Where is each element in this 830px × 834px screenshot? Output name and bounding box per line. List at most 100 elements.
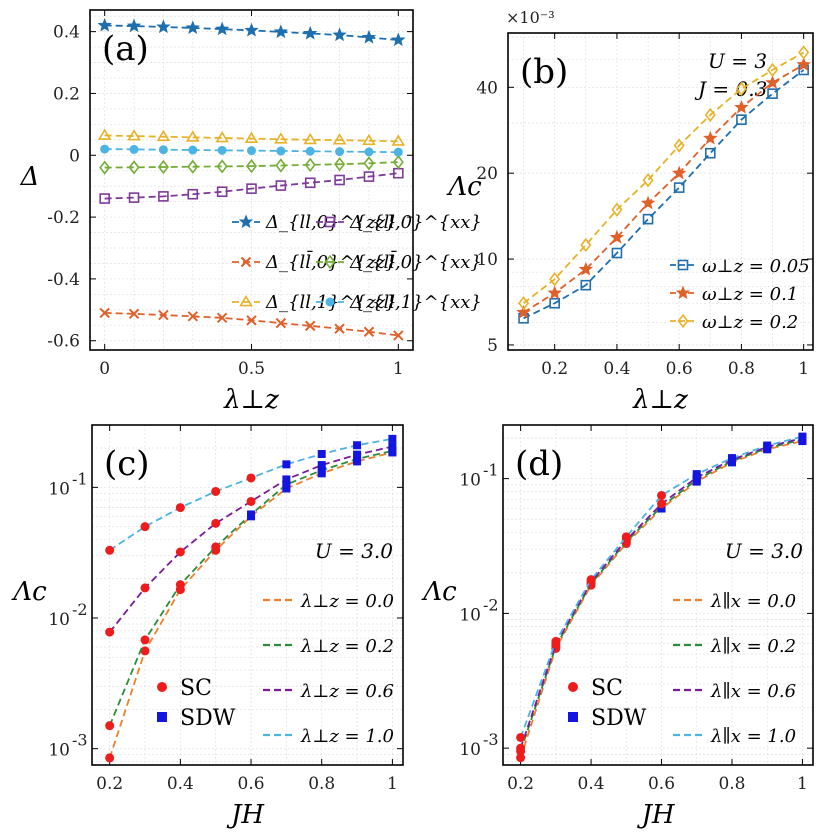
series-1 [516, 57, 811, 319]
data-point [736, 114, 747, 125]
data-point [244, 22, 259, 37]
data-point [363, 326, 375, 337]
series-5 [100, 144, 403, 157]
x-tick-label: 1 [387, 774, 398, 794]
y-tick-exponent: -1 [483, 461, 499, 480]
sdw-point [353, 441, 362, 450]
legend-marker [324, 254, 336, 270]
data-point [97, 128, 112, 140]
legend-marker [675, 285, 691, 300]
data-point [609, 229, 625, 244]
data-point [187, 188, 199, 200]
x-tick-label: 0.2 [541, 359, 568, 379]
scale-label: ×10⁻³ [506, 8, 555, 27]
data-point [99, 160, 111, 175]
data-point [188, 145, 198, 155]
sdw-point [247, 510, 256, 519]
annotation-u: U = 3 [708, 49, 767, 73]
sc-point [105, 753, 115, 763]
data-point [391, 32, 406, 47]
sc-point [140, 635, 150, 645]
x-tick-label: 1 [798, 359, 809, 379]
legend: λ∥x = 0.0 λ∥x = 0.2 λ∥x = 0.6 λ∥x = 1.0 SC SD… [568, 591, 796, 747]
y-tick-exponent: -1 [72, 469, 88, 488]
sc-point [551, 636, 561, 646]
series-2 [518, 45, 810, 311]
data-point [767, 88, 778, 99]
panel-a: 0 0.5 1 -0.6 -0.4 -0.2 0 0.2 0.4 λ⊥z Δ (a) Δ_{ll,0}^… [20, 9, 482, 415]
series-3 [516, 432, 807, 742]
series-line [523, 63, 805, 314]
data-point [392, 154, 404, 170]
legend: λ⊥z = 0.0 λ⊥z = 0.2 λ⊥z = 0.6 λ⊥z = 1.0 SC SD… [157, 591, 394, 747]
data-point [304, 157, 316, 173]
legend-label: λ∥x = 0.6 [710, 681, 796, 702]
data-point [611, 247, 623, 259]
legend-label: Δ_{ll̄,0}^{zz} [265, 249, 397, 273]
x-tick-label: 0.8 [728, 359, 755, 379]
legend-label: SC [180, 676, 212, 701]
legend-label: ω⊥z = 0.05 [702, 256, 810, 277]
x-axis-label: λ⊥z [632, 385, 688, 415]
data-point [246, 315, 257, 326]
y-tick-label: 10 [476, 250, 498, 270]
sdw-point [282, 460, 291, 469]
series-2 [105, 442, 397, 637]
series-line [104, 172, 399, 200]
sdw-point [727, 454, 736, 463]
data-point [128, 160, 140, 175]
sc-point [105, 627, 115, 637]
sc-point [516, 753, 526, 763]
series-line [104, 312, 399, 337]
data-point [99, 193, 110, 204]
data-point [704, 107, 716, 123]
sdw-point [692, 470, 701, 479]
data-point [275, 158, 287, 173]
y-tick-label: 10 [459, 605, 481, 625]
data-point [275, 180, 287, 191]
data-point [549, 272, 561, 287]
data-point [217, 145, 227, 155]
data-point [245, 158, 258, 174]
data-point [187, 311, 198, 322]
series-4 [99, 154, 404, 175]
data-point [363, 171, 375, 182]
legend-marker [157, 682, 167, 692]
series-line [104, 161, 399, 169]
sdw-point [317, 466, 326, 475]
legend-label: λ∥x = 1.0 [710, 726, 796, 747]
sc-point [140, 522, 150, 532]
data-point [276, 146, 286, 156]
sc-point [516, 743, 526, 753]
data-point [303, 25, 318, 40]
legend-marker [677, 259, 689, 271]
series-0 [97, 17, 406, 47]
data-point [673, 182, 685, 193]
legend-label: λ∥x = 0.2 [710, 636, 796, 657]
data-point [97, 17, 112, 32]
sdw-point [317, 461, 326, 470]
sc-point [211, 486, 221, 496]
x-tick-label: 0.5 [238, 359, 265, 379]
data-point [244, 131, 259, 143]
series-line [519, 435, 803, 738]
series-3 [99, 167, 404, 204]
data-point [216, 312, 228, 324]
plot-frame [507, 32, 814, 351]
data-point [273, 24, 289, 39]
data-point [215, 131, 229, 143]
y-tick-label: 0 [69, 146, 80, 166]
data-point [157, 159, 169, 175]
data-point [185, 20, 200, 35]
sc-point [516, 732, 526, 742]
legend-label: λ∥x = 0.0 [710, 591, 796, 612]
sc-point [657, 499, 667, 509]
sc-point [246, 496, 256, 506]
data-point [158, 309, 169, 321]
sdw-point [282, 475, 291, 484]
panel-label: (b) [520, 52, 568, 92]
data-point [391, 134, 406, 146]
